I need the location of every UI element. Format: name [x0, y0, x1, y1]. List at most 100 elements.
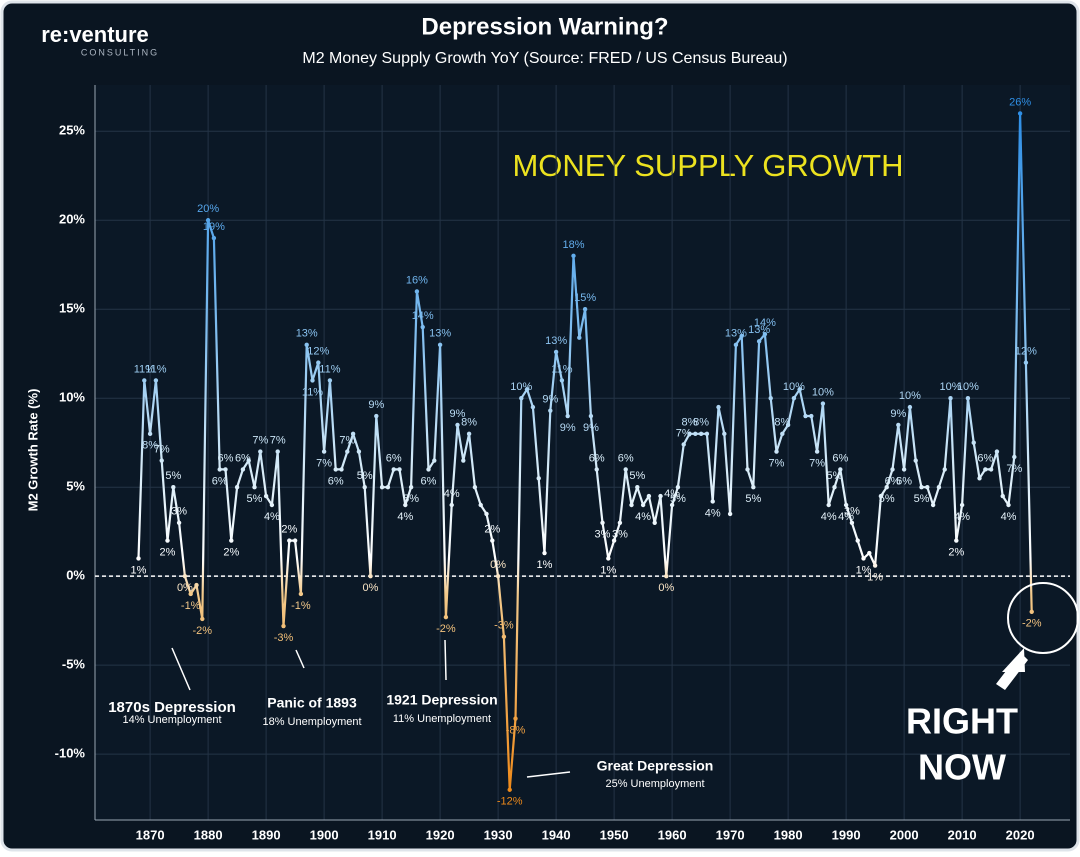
- point: [472, 485, 478, 490]
- point: [594, 467, 599, 472]
- point: [536, 476, 541, 481]
- data-label: 5%: [914, 493, 930, 505]
- point: [704, 431, 710, 437]
- point: [838, 467, 843, 472]
- data-label: 5%: [247, 493, 263, 505]
- point: [292, 538, 298, 543]
- point: [408, 485, 414, 490]
- point: [374, 413, 379, 419]
- point: [722, 431, 727, 437]
- point: [495, 573, 501, 579]
- data-label: 7%: [809, 458, 825, 470]
- point: [466, 431, 472, 437]
- data-label: 7%: [769, 458, 785, 470]
- annotation-arrow: [444, 639, 447, 681]
- point: [925, 485, 930, 490]
- point: [298, 591, 304, 597]
- marks: -10% -5% 0% 5% 10% 15% 20% 25% 1870 1880 1890 1900 1…: [55, 85, 1070, 842]
- data-label: -12%: [497, 796, 523, 808]
- data-label: 6%: [618, 452, 634, 464]
- point: [391, 467, 396, 472]
- point: [530, 404, 536, 410]
- point: [971, 440, 976, 445]
- point: [217, 467, 222, 472]
- data-label: 15%: [574, 292, 596, 304]
- point: [855, 538, 860, 543]
- x-tick-label: 2000: [890, 827, 919, 842]
- annotation: 1921 Depression: [386, 692, 497, 708]
- y-tick-label: 0%: [66, 568, 85, 583]
- x-tick-label: 1950: [600, 827, 629, 842]
- data-label: 5%: [827, 470, 843, 482]
- data-label: 9%: [542, 394, 558, 406]
- point: [246, 458, 251, 463]
- point: [449, 502, 454, 508]
- point: [414, 289, 420, 294]
- point: [669, 502, 675, 508]
- x-tick-label: 1910: [368, 827, 397, 842]
- x-tick-label: 1940: [542, 827, 571, 842]
- data-label: 1%: [856, 564, 872, 576]
- data-label: 19%: [203, 221, 225, 233]
- y-tick-label: 5%: [66, 479, 85, 494]
- data-label: 0%: [363, 582, 379, 594]
- data-label: 1%: [131, 564, 147, 576]
- data-label: 5%: [403, 493, 419, 505]
- point: [223, 467, 228, 472]
- point: [1000, 493, 1005, 499]
- point: [814, 449, 820, 454]
- data-label: 10%: [783, 381, 805, 393]
- point: [983, 467, 988, 472]
- point: [519, 396, 524, 401]
- point: [611, 538, 617, 543]
- point: [136, 556, 141, 561]
- point: [884, 485, 889, 490]
- point: [229, 538, 234, 543]
- point: [443, 614, 449, 620]
- point: [890, 467, 895, 472]
- data-label: -8%: [506, 724, 526, 736]
- data-label: 9%: [560, 422, 576, 434]
- data-label: 13%: [296, 328, 318, 340]
- x-tick-label: 1920: [426, 827, 455, 842]
- point: [652, 520, 657, 525]
- data-label: 20%: [197, 203, 219, 215]
- point: [147, 431, 153, 437]
- point: [524, 387, 530, 392]
- point: [362, 485, 367, 490]
- point: [316, 360, 321, 365]
- point: [710, 499, 715, 504]
- annotation: 1870s Depression: [108, 699, 236, 716]
- data-label: 3%: [595, 529, 611, 541]
- point: [791, 396, 797, 401]
- data-label: 4%: [264, 511, 280, 523]
- data-label: -2%: [436, 623, 456, 635]
- point: [716, 404, 721, 410]
- point: [333, 467, 338, 472]
- data-label: 5%: [165, 470, 181, 482]
- data-label: 7%: [339, 435, 355, 447]
- y-tick-label: 10%: [59, 390, 85, 405]
- point: [588, 413, 594, 419]
- point: [640, 502, 646, 508]
- data-label: 7%: [270, 435, 286, 447]
- point: [768, 396, 773, 401]
- y-axis-label: M2 Growth Rate (%): [25, 389, 40, 512]
- data-label: 6%: [328, 475, 344, 487]
- data-label: 6%: [421, 475, 437, 487]
- point: [675, 485, 681, 490]
- point: [936, 485, 942, 490]
- logo: re:venture: [41, 22, 149, 47]
- x-tick-label: 2020: [1006, 827, 1035, 842]
- data-label: 8%: [461, 417, 477, 429]
- y-tick-label: 20%: [59, 212, 85, 227]
- point: [872, 563, 878, 568]
- point: [153, 378, 159, 383]
- point: [368, 573, 373, 579]
- point: [559, 378, 565, 383]
- point: [171, 485, 176, 490]
- point: [310, 378, 315, 383]
- data-label: 11%: [302, 386, 323, 398]
- point: [693, 431, 698, 437]
- data-label: 13%: [545, 335, 567, 347]
